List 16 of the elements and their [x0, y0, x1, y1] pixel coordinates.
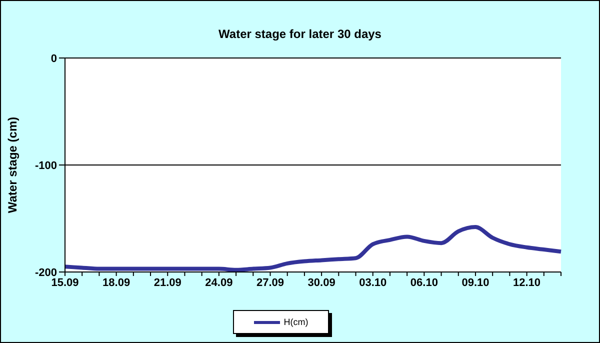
x-tick-label: 15.09: [51, 276, 79, 289]
x-tick-label: 21.09: [154, 276, 182, 289]
y-tick-label: -100: [34, 160, 57, 172]
x-tick-label: 18.09: [102, 276, 130, 289]
y-tick-label: -200: [34, 266, 57, 279]
x-tick-label: 24.09: [205, 276, 233, 289]
y-tick-label: 0: [50, 52, 57, 65]
chart-title: Water stage for later 30 days: [218, 27, 382, 41]
x-tick-label: 06.10: [410, 276, 438, 289]
y-axis-title: Water stage (cm): [5, 116, 20, 214]
x-tick-label: 03.10: [359, 276, 387, 289]
x-tick-label: 12.10: [513, 276, 541, 289]
x-tick-label: 30.09: [308, 276, 336, 289]
legend-label: H(cm): [282, 317, 308, 327]
x-tick-label: 09.10: [462, 276, 490, 289]
x-tick-label: 27.09: [256, 276, 284, 289]
